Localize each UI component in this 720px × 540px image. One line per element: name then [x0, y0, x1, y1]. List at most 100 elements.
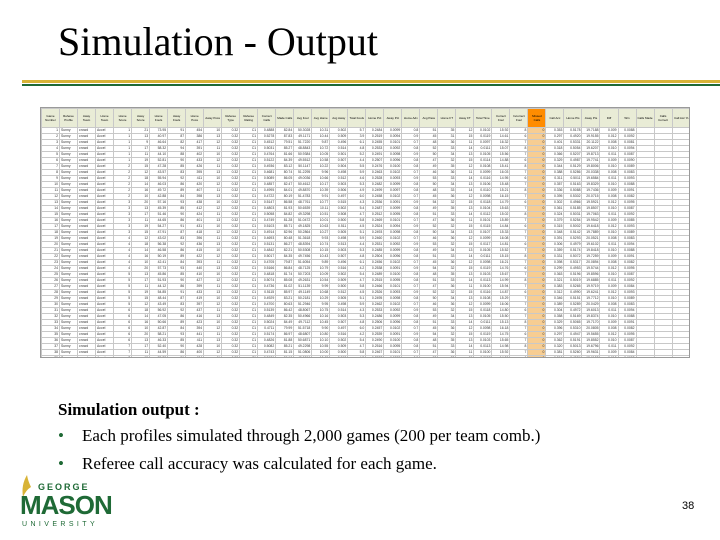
title-divider-green	[22, 84, 720, 86]
bullet-text: Each profiles simulated through 2,000 ga…	[82, 426, 541, 445]
table-cell: 32	[437, 355, 457, 357]
slide-title: Simulation - Output	[58, 19, 378, 64]
table-cell	[635, 355, 655, 357]
table-cell: 4.5	[347, 355, 367, 357]
svg-text:GEORGE: GEORGE	[38, 482, 90, 492]
column-header: Away Pct	[383, 108, 403, 128]
page-number: 38	[682, 500, 695, 512]
column-header: Calls Correct	[653, 108, 673, 128]
table-cell: 55.32	[149, 355, 169, 357]
table-cell: 14.86	[491, 355, 511, 357]
table-row: 25 Sunny crowd Accel 5 13 45.86 85 410 10 0.32 C1 0.…	[41, 271, 689, 278]
column-header: Away Poss	[203, 108, 223, 128]
column-header: Home Pct	[365, 108, 385, 128]
table-cell: 0.0093	[383, 355, 403, 357]
table-cell: 0.512	[329, 355, 349, 357]
column-header: Home Pts	[563, 108, 583, 128]
column-header: Referee Profile	[59, 108, 79, 128]
bullet-item: • Each profiles simulated through 2,000 g…	[58, 426, 540, 446]
column-header: Away Pts	[581, 108, 601, 128]
bullet-list: • Each profiles simulated through 2,000 g…	[58, 426, 540, 482]
table-row: 31 Sunny crowd Accel 6 18 56.92 92 437 11 0.32 C1 0.…	[41, 307, 689, 314]
column-header: Correct Calls	[257, 108, 277, 128]
bullet-icon: •	[58, 454, 64, 473]
table-cell: 91	[167, 355, 187, 357]
column-header: Home Fouls	[149, 108, 169, 128]
table-row: 24 Sunny crowd Accel 4 20 57.73 93 440 13 0.32 C1 0.…	[41, 265, 689, 272]
table-cell: 0	[527, 355, 547, 357]
bullet-text: Referee call accuracy was calculated for…	[82, 454, 437, 473]
column-header: Avg Home	[311, 108, 331, 128]
column-header: Avg Pace	[419, 108, 439, 128]
table-row: 28 Sunny crowd Accel 5 19 54.85 91 433 13 0.32 C1 0.…	[41, 289, 689, 296]
table-row: 3 Sunny crowd Accel 1 9 46.64 82 417 12 0.32 C1 0.45…	[41, 139, 689, 146]
column-header: Home Poss	[185, 108, 205, 128]
svg-text:UNIVERSITY: UNIVERSITY	[22, 521, 98, 528]
table-header-row: Game Number Referee Profile Away Team Home …	[41, 108, 689, 128]
column-header: Avg Away	[329, 108, 349, 128]
table-row: 14 Sunny crowd Accel 3 13 45.39 85 412 12 0.32 C1 0.…	[41, 205, 689, 212]
column-header: Game Number	[41, 108, 61, 128]
table-cell: 86.10	[275, 355, 295, 357]
column-header: Home Team	[95, 108, 115, 128]
column-header: Diff	[599, 108, 619, 128]
table-row: 29 Sunny crowd Accel 5 15 48.44 87 419 10 0.32 C1 0.…	[41, 295, 689, 302]
column-header: Avg Foul	[293, 108, 313, 128]
table-cell: 10.69	[311, 355, 331, 357]
table-cell: 6	[509, 355, 529, 357]
table-row: 5 Sunny crowd Accel 1 11 44.10 88 402 10 0.32 C1 0.4…	[41, 151, 689, 158]
column-header: Home Score	[113, 108, 133, 128]
table-row: 17 Sunny crowd Accel 3 19 54.27 91 431 10 0.32 C1 0.…	[41, 223, 689, 230]
table-cell: crowd	[77, 355, 97, 357]
section-subtitle: Simulation output :	[58, 400, 200, 419]
bullet-icon: •	[58, 426, 64, 445]
title-divider-gold	[22, 80, 720, 83]
column-header: Missed Calls	[527, 108, 547, 128]
table-cell	[653, 355, 673, 357]
svg-text:MASON: MASON	[20, 490, 112, 520]
table-cell: 0.5121	[257, 355, 277, 357]
bullet-item: • Referee call accuracy was calculated fo…	[58, 454, 540, 474]
column-header: Away Fouls	[167, 108, 187, 128]
column-header: Win	[617, 108, 637, 128]
column-header: Away Team	[77, 108, 97, 128]
table-cell: 39	[41, 355, 61, 357]
table-cell: 11	[203, 355, 223, 357]
column-header: Referee Type	[221, 108, 241, 128]
logo-flame-icon	[22, 475, 31, 497]
table-cell: 434	[185, 355, 205, 357]
table-row: 20 Sunny crowd Accel 4 18 56.38 92 436 13 0.32 C1 0.…	[41, 241, 689, 248]
column-header: Total Time	[473, 108, 493, 128]
table-row: 15 Sunny crowd Accel 3 17 51.46 90 424 11 0.32 C1 0.…	[41, 211, 689, 218]
table-cell: Sunny	[59, 355, 79, 357]
table-row: 37 Sunny crowd Accel 7 17 52.40 90 428 10 0.32 C1 0.…	[41, 343, 689, 350]
table-cell: 49.0816	[293, 355, 313, 357]
table-row: 10 Sunny crowd Accel 2 14 46.03 86 420 12 0.32 C1 0.…	[41, 181, 689, 188]
column-header: Home FT	[437, 108, 457, 128]
george-mason-logo: GEORGE MASON UNIVERSITY	[20, 475, 113, 528]
table-row: 39 Sunny crowd Accel 7 19 55.32 91 434 11 0.32 C1 0.…	[41, 355, 689, 357]
table-cell: 0.310	[545, 355, 565, 357]
table-cell	[671, 355, 689, 357]
table-cell: 0.0117	[473, 355, 493, 357]
column-header: Calls Made	[635, 108, 655, 128]
column-header: Correct Foul	[491, 108, 511, 128]
table-cell: 0.32	[221, 355, 241, 357]
table-row: 11 Sunny crowd Accel 2 16 49.72 89 407 11 0.32 C1 0.…	[41, 187, 689, 194]
table-cell: Accel	[95, 355, 115, 357]
table-row: 35 Sunny crowd Accel 6 20 58.21 93 441 11 0.32 C1 0.…	[41, 331, 689, 338]
table-cell: 0.0093	[617, 355, 637, 357]
column-header: Call Acc %	[671, 108, 689, 128]
simulation-output-table: Game Number Referee Profile Away Team Home …	[41, 108, 689, 357]
column-header: Call Acc	[545, 108, 565, 128]
spreadsheet-image: Game Number Referee Profile Away Team Home …	[40, 107, 690, 358]
column-header: Home Adv	[401, 108, 421, 128]
table-row: 33 Sunny crowd Accel 6 16 50.66 89 423 10 0.32 C1 0.…	[41, 319, 689, 326]
table-cell: 0.012	[599, 355, 619, 357]
column-header: Total Fouls	[347, 108, 367, 128]
table-cell: 15	[455, 355, 475, 357]
table-cell: 19	[131, 355, 151, 357]
column-header: Referee Rating	[239, 108, 259, 128]
column-header: Away FT	[455, 108, 475, 128]
column-header: Incorrect Foul	[509, 108, 529, 128]
